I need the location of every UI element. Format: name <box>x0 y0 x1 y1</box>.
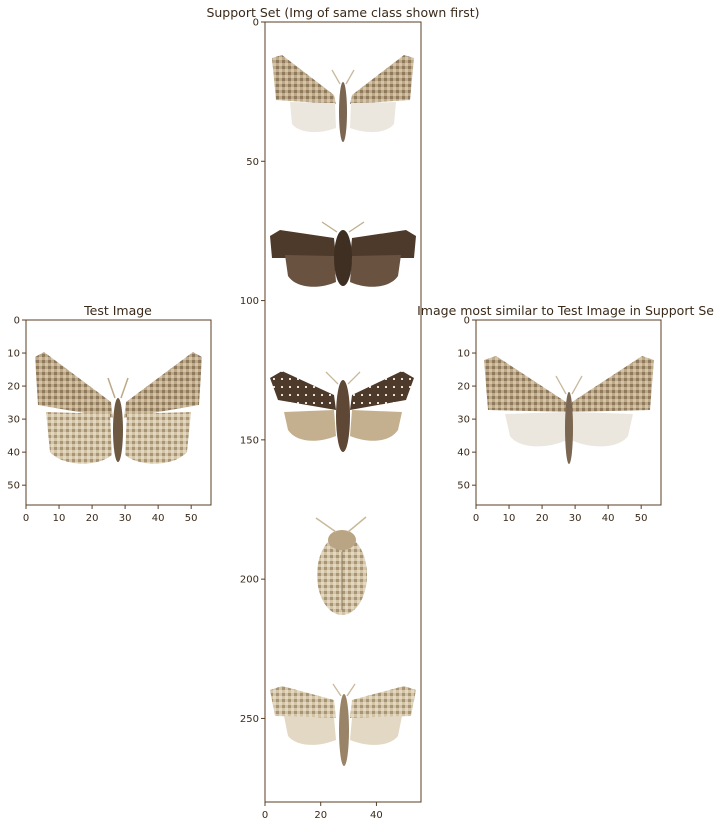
support-x-tick-label: 20 <box>314 810 327 821</box>
test-x-tick-label: 30 <box>119 513 132 524</box>
test-y-tick-label: 50 <box>7 481 20 492</box>
match-y-tick-label: 50 <box>457 481 470 492</box>
support-image-3 <box>270 371 414 452</box>
test-y-tick-label: 10 <box>7 349 20 360</box>
match-image-axes: 0 10 20 30 40 50 0 10 20 30 40 50 <box>457 316 647 525</box>
test-x-tick-label: 10 <box>53 513 66 524</box>
support-set-panel: Support Set (Img of same class shown fir… <box>206 5 479 821</box>
support-set-frame <box>264 21 422 803</box>
test-x-tick-label: 20 <box>86 513 99 524</box>
support-y-tick-label: 250 <box>240 714 259 725</box>
support-x-tick-label: 0 <box>262 810 268 821</box>
support-y-tick-label: 0 <box>253 18 259 29</box>
support-image-4 <box>315 516 367 615</box>
support-y-tick-label: 200 <box>240 575 259 586</box>
match-y-tick-label: 0 <box>464 316 470 327</box>
test-image-frame <box>25 319 212 506</box>
test-y-tick-label: 30 <box>7 415 20 426</box>
match-image-frame <box>475 319 662 506</box>
match-x-tick-label: 50 <box>635 513 648 524</box>
match-x-tick-label: 20 <box>536 513 549 524</box>
support-image-2 <box>270 221 416 287</box>
support-y-tick-label: 100 <box>240 296 259 307</box>
support-x-tick-label: 40 <box>370 810 383 821</box>
test-x-tick-label: 40 <box>152 513 165 524</box>
test-image-title: Test Image <box>83 303 152 318</box>
support-set-axes: 0 20 40 0 50 100 150 200 250 <box>240 18 383 822</box>
support-image-5 <box>270 683 416 766</box>
match-y-tick-label: 20 <box>457 382 470 393</box>
match-image-panel: Image most similar to Test Image in Supp… <box>417 303 714 524</box>
match-x-tick-label: 40 <box>602 513 615 524</box>
match-y-tick-label: 10 <box>457 349 470 360</box>
match-moth <box>484 356 654 464</box>
test-y-tick-label: 20 <box>7 382 20 393</box>
test-moth <box>35 352 202 464</box>
match-x-tick-label: 10 <box>503 513 516 524</box>
match-image-title: Image most similar to Test Image in Supp… <box>417 303 714 318</box>
match-y-tick-label: 30 <box>457 415 470 426</box>
support-image-1 <box>272 55 414 142</box>
test-y-tick-label: 40 <box>7 448 20 459</box>
test-x-tick-label: 50 <box>185 513 198 524</box>
match-y-tick-label: 40 <box>457 448 470 459</box>
support-y-tick-label: 50 <box>246 157 259 168</box>
match-x-tick-label: 30 <box>569 513 582 524</box>
test-image-panel: Test Image 0 10 20 30 40 50 0 10 20 30 40 50 <box>7 303 212 525</box>
test-x-tick-label: 0 <box>23 513 29 524</box>
support-y-tick-label: 150 <box>240 435 259 446</box>
match-x-tick-label: 0 <box>473 513 479 524</box>
support-set-title: Support Set (Img of same class shown fir… <box>206 5 479 20</box>
test-image-axes: 0 10 20 30 40 50 0 10 20 30 40 50 <box>7 316 197 525</box>
test-y-tick-label: 0 <box>14 316 20 327</box>
